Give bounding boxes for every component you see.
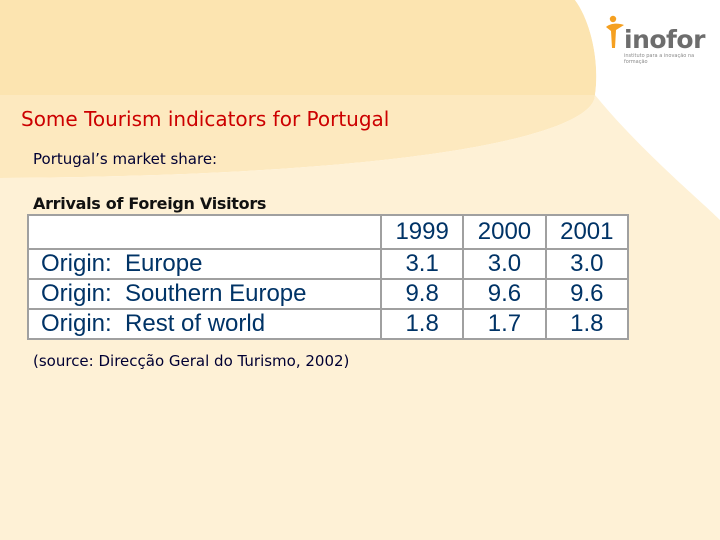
row-label: Origin: Rest of world — [27, 308, 382, 340]
table-header-cell — [27, 214, 382, 250]
inofor-logo: inofor instituto para a inovação na form… — [604, 14, 708, 66]
table-header-cell: 2001 — [544, 214, 630, 250]
slide-title: Some Tourism indicators for Portugal — [21, 107, 390, 131]
person-figure-icon — [606, 15, 624, 48]
table-cell: 9.6 — [544, 278, 630, 310]
table-caption: Arrivals of Foreign Visitors — [33, 194, 267, 213]
table-cell: 9.8 — [379, 278, 465, 310]
table-header-row: 1999 2000 2001 — [27, 214, 630, 250]
table-row: Origin: Rest of world 1.8 1.7 1.8 — [27, 308, 630, 340]
source-note: (source: Direcção Geral do Turismo, 2002… — [33, 352, 350, 370]
logo-tagline: instituto para a inovação na formação — [624, 53, 695, 65]
table-header-cell: 1999 — [379, 214, 465, 250]
table-cell: 3.1 — [379, 248, 465, 280]
table-cell: 9.6 — [462, 278, 547, 310]
table-row: Origin: Southern Europe 9.8 9.6 9.6 — [27, 278, 630, 310]
table-cell: 1.8 — [379, 308, 465, 340]
slide-subtitle: Portugal’s market share: — [33, 150, 218, 168]
table-row: Origin: Europe 3.1 3.0 3.0 — [27, 248, 630, 280]
logo-wordmark: inofor — [624, 25, 705, 54]
indicators-table: 1999 2000 2001 Origin: Europe 3.1 3.0 3.… — [27, 214, 630, 340]
row-label: Origin: Europe — [27, 248, 382, 280]
table-cell: 3.0 — [544, 248, 630, 280]
table-header-cell: 2000 — [462, 214, 547, 250]
row-label: Origin: Southern Europe — [27, 278, 382, 310]
table-cell: 1.7 — [462, 308, 547, 340]
table-cell: 3.0 — [462, 248, 547, 280]
table-cell: 1.8 — [544, 308, 630, 340]
